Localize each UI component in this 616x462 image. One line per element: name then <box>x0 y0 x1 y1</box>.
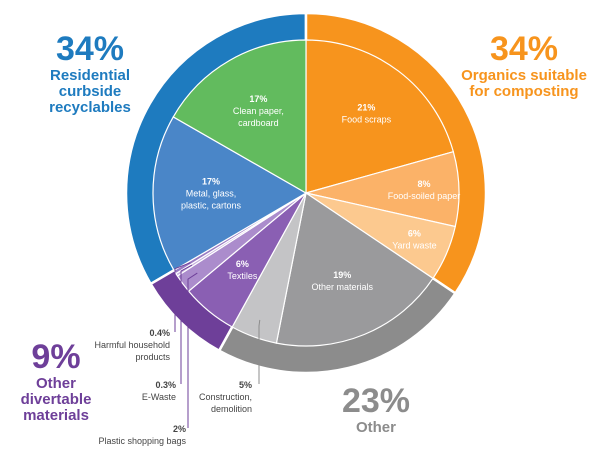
slice-pct-other-materials: 19% <box>333 270 351 280</box>
outside-name-harmful-household-products: products <box>135 352 170 362</box>
group-name-recyclables: Residential <box>50 67 130 84</box>
slice-pct-clean-paper-cardboard: 17% <box>249 94 267 104</box>
slice-pct-metal-glass-plastic-cartons: 17% <box>202 176 220 186</box>
outside-name-construction-demolition: Construction, <box>199 392 252 402</box>
leader-lines <box>174 262 261 428</box>
slice-name-food-scraps: Food scraps <box>342 114 392 124</box>
outside-slice-labels: 5% Construction, demolition 2% Plastic shopp… <box>94 328 252 446</box>
group-name-recyclables: recyclables <box>49 99 131 116</box>
group-name-divertable: Other <box>36 375 76 392</box>
group-name-organics: Organics suitable <box>461 67 587 84</box>
slice-clean-paper-cardboard <box>172 39 307 195</box>
slice-other-materials <box>275 191 434 347</box>
slice-food-scraps <box>305 39 455 194</box>
outside-pct-construction-demolition: 5% <box>239 380 252 390</box>
slice-name-food-soiled-paper: Food-soiled paper <box>388 191 461 201</box>
outside-pct-harmful-household-products: 0.4% <box>149 328 170 338</box>
leader-harmful-household-products <box>174 262 191 332</box>
group-pct-recyclables: 34% <box>56 30 124 68</box>
group-name-divertable: divertable <box>21 391 92 408</box>
outside-name-e-waste: E-Waste <box>142 392 176 402</box>
group-name-divertable: materials <box>23 407 89 424</box>
leader-plastic-shopping-bags <box>187 272 198 428</box>
outside-name-construction-demolition: demolition <box>211 404 252 414</box>
slice-pct-textiles: 6% <box>236 259 249 269</box>
slice-labels: 21% Food scraps 8% Food-soiled paper 6% Yard … <box>181 94 460 292</box>
slice-pie <box>152 39 460 347</box>
outside-pct-e-waste: 0.3% <box>155 380 176 390</box>
group-pct-organics: 34% <box>490 30 558 68</box>
slice-pct-food-soiled-paper: 8% <box>417 179 430 189</box>
group-name-other: Other <box>356 419 396 436</box>
slice-name-metal-glass-plastic-cartons: plastic, cartons <box>181 200 242 210</box>
group-pct-divertable: 9% <box>31 338 80 376</box>
slice-name-textiles: Textiles <box>227 271 258 281</box>
group-pct-other: 23% <box>342 382 410 420</box>
slice-name-clean-paper-cardboard: cardboard <box>238 118 279 128</box>
slice-metal-glass-plastic-cartons <box>152 116 308 272</box>
outside-pct-plastic-shopping-bags: 2% <box>173 424 186 434</box>
slice-name-yard-waste: Yard waste <box>392 241 436 251</box>
leader-e-waste <box>180 264 193 384</box>
slice-pct-food-scraps: 21% <box>357 102 375 112</box>
group-name-organics: for composting <box>469 83 578 100</box>
slice-name-clean-paper-cardboard: Clean paper, <box>233 106 284 116</box>
slice-pct-yard-waste: 6% <box>408 229 421 239</box>
leader-construction-demolition <box>258 319 261 384</box>
slice-name-other-materials: Other materials <box>312 282 374 292</box>
group-labels: 34%Residentialcurbsiderecyclables34%Orga… <box>21 30 587 436</box>
outside-name-harmful-household-products: Harmful household <box>94 340 170 350</box>
outside-name-plastic-shopping-bags: Plastic shopping bags <box>98 436 186 446</box>
group-name-recyclables: curbside <box>59 83 122 100</box>
slice-name-metal-glass-plastic-cartons: Metal, glass, <box>186 188 237 198</box>
